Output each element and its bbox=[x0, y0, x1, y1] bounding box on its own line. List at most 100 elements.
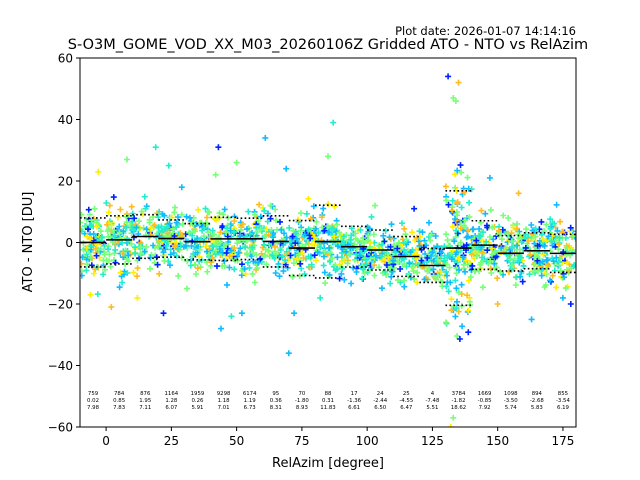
data-point bbox=[204, 221, 211, 228]
bin-mean: -2.68 bbox=[530, 398, 545, 404]
data-point bbox=[400, 239, 407, 246]
data-point bbox=[447, 424, 454, 427]
data-point bbox=[462, 217, 469, 224]
data-point bbox=[381, 238, 388, 245]
data-point bbox=[446, 264, 453, 271]
data-point bbox=[459, 323, 466, 330]
data-point bbox=[466, 199, 473, 206]
data-point bbox=[519, 278, 526, 285]
data-point bbox=[522, 231, 529, 238]
data-point bbox=[244, 259, 251, 266]
data-point bbox=[443, 283, 450, 290]
data-point bbox=[142, 205, 149, 212]
data-point bbox=[209, 254, 216, 261]
bin-mean: 0.31 bbox=[322, 398, 334, 404]
data-point bbox=[184, 258, 191, 265]
data-point bbox=[388, 221, 395, 228]
bin-std: 6.07 bbox=[165, 405, 177, 411]
bin-mean: -2.44 bbox=[373, 398, 388, 404]
data-point bbox=[489, 224, 496, 231]
x-axis-ticks: 0 25 50 75 100 125 150 175 bbox=[102, 427, 574, 448]
data-point bbox=[124, 235, 131, 242]
data-point bbox=[385, 254, 392, 261]
data-point bbox=[437, 278, 444, 285]
data-point bbox=[435, 256, 442, 263]
bin-std: 5.51 bbox=[426, 405, 438, 411]
bin-std: 11.83 bbox=[320, 405, 335, 411]
data-point bbox=[226, 253, 233, 260]
data-point bbox=[285, 350, 292, 357]
data-point bbox=[518, 268, 525, 275]
data-point bbox=[147, 225, 154, 231]
data-point bbox=[108, 304, 115, 311]
data-point bbox=[154, 261, 161, 268]
data-point bbox=[450, 414, 457, 421]
bin-mean: 1.95 bbox=[139, 398, 151, 404]
data-point bbox=[200, 233, 207, 239]
data-point bbox=[204, 208, 211, 215]
data-point bbox=[163, 243, 170, 249]
data-point bbox=[96, 254, 103, 261]
data-point bbox=[476, 226, 483, 232]
data-point bbox=[503, 251, 510, 258]
data-point bbox=[397, 266, 404, 272]
data-point bbox=[160, 310, 167, 317]
data-point bbox=[334, 243, 341, 250]
data-point bbox=[419, 229, 426, 236]
x-tick-label: 125 bbox=[421, 434, 444, 448]
data-point bbox=[487, 234, 493, 241]
data-point bbox=[460, 189, 467, 196]
data-point bbox=[476, 232, 482, 239]
data-point bbox=[466, 214, 473, 221]
data-point bbox=[418, 257, 425, 264]
data-point bbox=[277, 247, 284, 253]
data-point bbox=[94, 291, 101, 298]
data-point bbox=[372, 202, 378, 209]
data-point bbox=[121, 271, 127, 278]
y-tick-label: 20 bbox=[58, 175, 73, 189]
data-point bbox=[487, 206, 494, 213]
data-point bbox=[557, 218, 564, 225]
data-point bbox=[468, 251, 475, 258]
data-point bbox=[314, 249, 321, 256]
bin-mean: -1.82 bbox=[452, 398, 466, 404]
bin-std: 18.62 bbox=[451, 405, 466, 411]
bin-std: 7.92 bbox=[479, 405, 491, 411]
data-point bbox=[366, 267, 373, 274]
data-point bbox=[84, 233, 91, 240]
data-point bbox=[492, 254, 499, 261]
data-point bbox=[509, 243, 515, 250]
data-point bbox=[360, 266, 367, 273]
data-point bbox=[280, 268, 287, 275]
data-point bbox=[331, 203, 338, 210]
data-point bbox=[244, 251, 251, 258]
data-point bbox=[279, 253, 286, 260]
data-point bbox=[261, 207, 268, 214]
data-point bbox=[515, 231, 522, 238]
data-point bbox=[217, 229, 224, 236]
y-axis-ticks: −60 −40 −20 0 20 40 60 bbox=[48, 52, 80, 435]
bin-std: 6.50 bbox=[374, 405, 387, 411]
data-point bbox=[352, 230, 359, 237]
data-point bbox=[269, 252, 276, 259]
data-point bbox=[528, 235, 535, 242]
data-point bbox=[445, 288, 452, 295]
data-point bbox=[231, 266, 238, 273]
bin-count: 70 bbox=[298, 391, 305, 397]
data-point bbox=[201, 225, 208, 231]
bin-std: 6.19 bbox=[557, 405, 570, 411]
data-point bbox=[134, 265, 141, 272]
bin-std: 8.31 bbox=[270, 405, 282, 411]
data-point bbox=[143, 226, 150, 233]
data-point bbox=[260, 204, 266, 211]
data-point bbox=[451, 238, 458, 245]
data-point bbox=[556, 262, 563, 269]
x-tick-label: 175 bbox=[551, 434, 574, 448]
data-point bbox=[570, 233, 576, 240]
data-point bbox=[267, 202, 274, 209]
data-point bbox=[452, 234, 459, 240]
data-point bbox=[123, 219, 130, 226]
data-point bbox=[368, 259, 375, 265]
data-point bbox=[376, 264, 382, 271]
data-point bbox=[498, 236, 505, 243]
